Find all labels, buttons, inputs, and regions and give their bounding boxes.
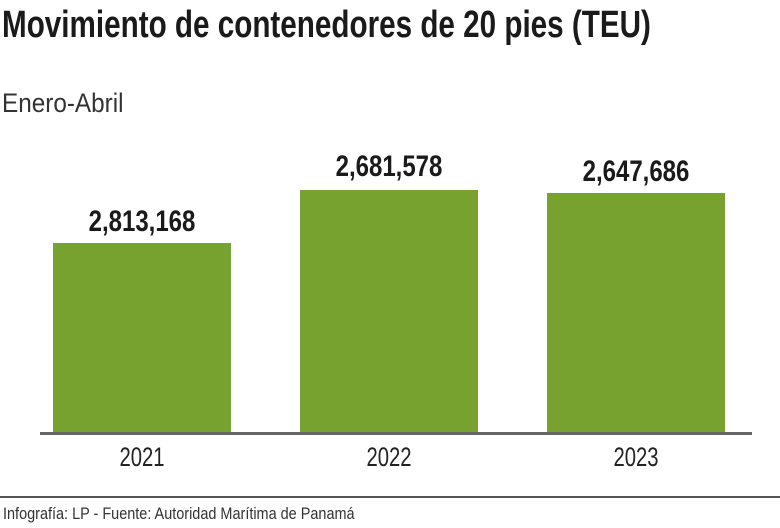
x-tick-2021: 2021 <box>119 442 165 472</box>
chart-subtitle: Enero-Abril <box>2 88 124 118</box>
x-axis-line <box>40 432 752 435</box>
data-label-2022: 2,681,578 <box>335 150 443 183</box>
footer-divider <box>0 496 780 498</box>
data-label-2023: 2,647,686 <box>582 155 690 188</box>
x-tick-2023: 2023 <box>613 442 659 472</box>
chart-title: Movimiento de contenedores de 20 pies (T… <box>2 4 651 46</box>
bar-2022 <box>300 190 478 433</box>
data-label-2021: 2,813,168 <box>88 205 196 238</box>
source-footer: Infografía: LP - Fuente: Autoridad Marít… <box>3 504 355 523</box>
x-tick-2022: 2022 <box>366 442 412 472</box>
bar-2023 <box>547 193 725 433</box>
bar-2021 <box>53 243 231 433</box>
